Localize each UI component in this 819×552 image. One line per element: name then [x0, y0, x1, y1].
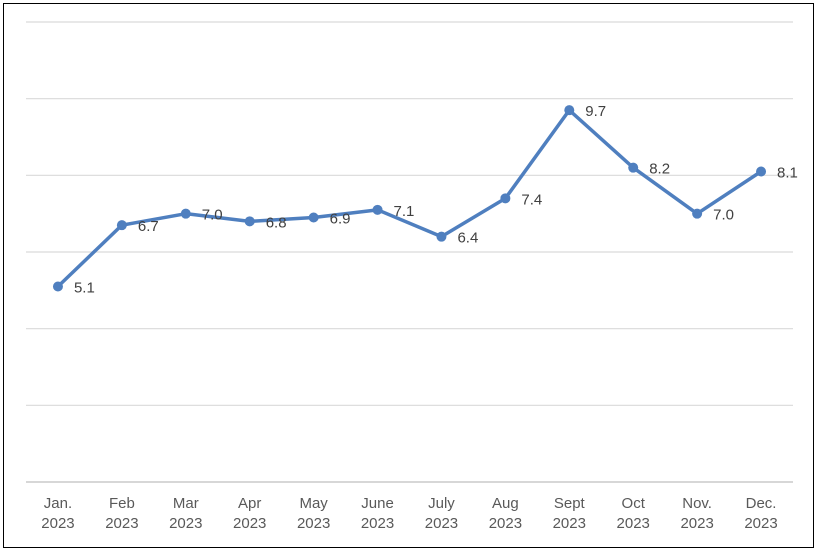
series-line	[56, 108, 763, 289]
x-tick-label-3: Apr 2023	[233, 495, 266, 532]
x-tick-label-1: Feb 2023	[105, 495, 138, 532]
data-label-9: 8.2	[649, 161, 670, 178]
x-tick-label-8: Sept 2023	[553, 495, 586, 532]
data-label-10: 7.0	[713, 207, 734, 224]
data-labels: 5.1 6.7 7.0 6.8 6.9 7.1 6.4 7.4 9.7 8.2 7.0 8.1	[74, 103, 798, 296]
chart-frame: Jan. 2023 Feb 2023 Mar 2023 Apr 2023 May 2023 June…	[3, 3, 814, 548]
x-tick-label-11: Dec. 2023	[744, 495, 777, 532]
data-label-8: 9.7	[585, 103, 606, 120]
data-point-6	[436, 231, 447, 242]
data-label-4: 6.9	[330, 211, 351, 228]
x-tick-label-5: June 2023	[361, 495, 394, 532]
data-point-7	[500, 193, 511, 204]
data-point-3	[244, 216, 255, 227]
data-point-2	[180, 208, 191, 219]
line-chart: Jan. 2023 Feb 2023 Mar 2023 Apr 2023 May 2023 June…	[26, 21, 798, 532]
data-point-11	[756, 166, 767, 177]
series-line-group	[52, 105, 767, 292]
data-point-10	[692, 208, 703, 219]
gridlines	[26, 21, 793, 483]
data-point-0	[52, 281, 63, 292]
data-label-7: 7.4	[521, 191, 542, 208]
data-label-1: 6.7	[138, 218, 159, 235]
x-tick-label-9: Oct 2023	[617, 495, 650, 532]
data-label-2: 7.0	[202, 207, 223, 224]
x-tick-label-4: May 2023	[297, 495, 330, 532]
data-label-3: 6.8	[266, 214, 287, 231]
data-point-5	[372, 204, 383, 215]
x-tick-label-2: Mar 2023	[169, 495, 202, 532]
x-tick-label-6: July 2023	[425, 495, 458, 532]
data-label-5: 7.1	[394, 203, 415, 220]
data-point-8	[564, 105, 575, 116]
data-point-4	[308, 212, 319, 223]
data-label-0: 5.1	[74, 280, 95, 297]
x-tick-label-10: Nov. 2023	[680, 495, 713, 532]
x-tick-label-0: Jan. 2023	[41, 495, 74, 532]
data-point-9	[628, 162, 639, 173]
data-point-1	[116, 220, 127, 231]
x-tick-label-7: Aug 2023	[489, 495, 522, 532]
x-axis-tick-labels: Jan. 2023 Feb 2023 Mar 2023 Apr 2023 May 2023 June…	[41, 495, 777, 532]
data-label-11: 8.1	[777, 165, 798, 182]
data-label-6: 6.4	[457, 230, 478, 247]
